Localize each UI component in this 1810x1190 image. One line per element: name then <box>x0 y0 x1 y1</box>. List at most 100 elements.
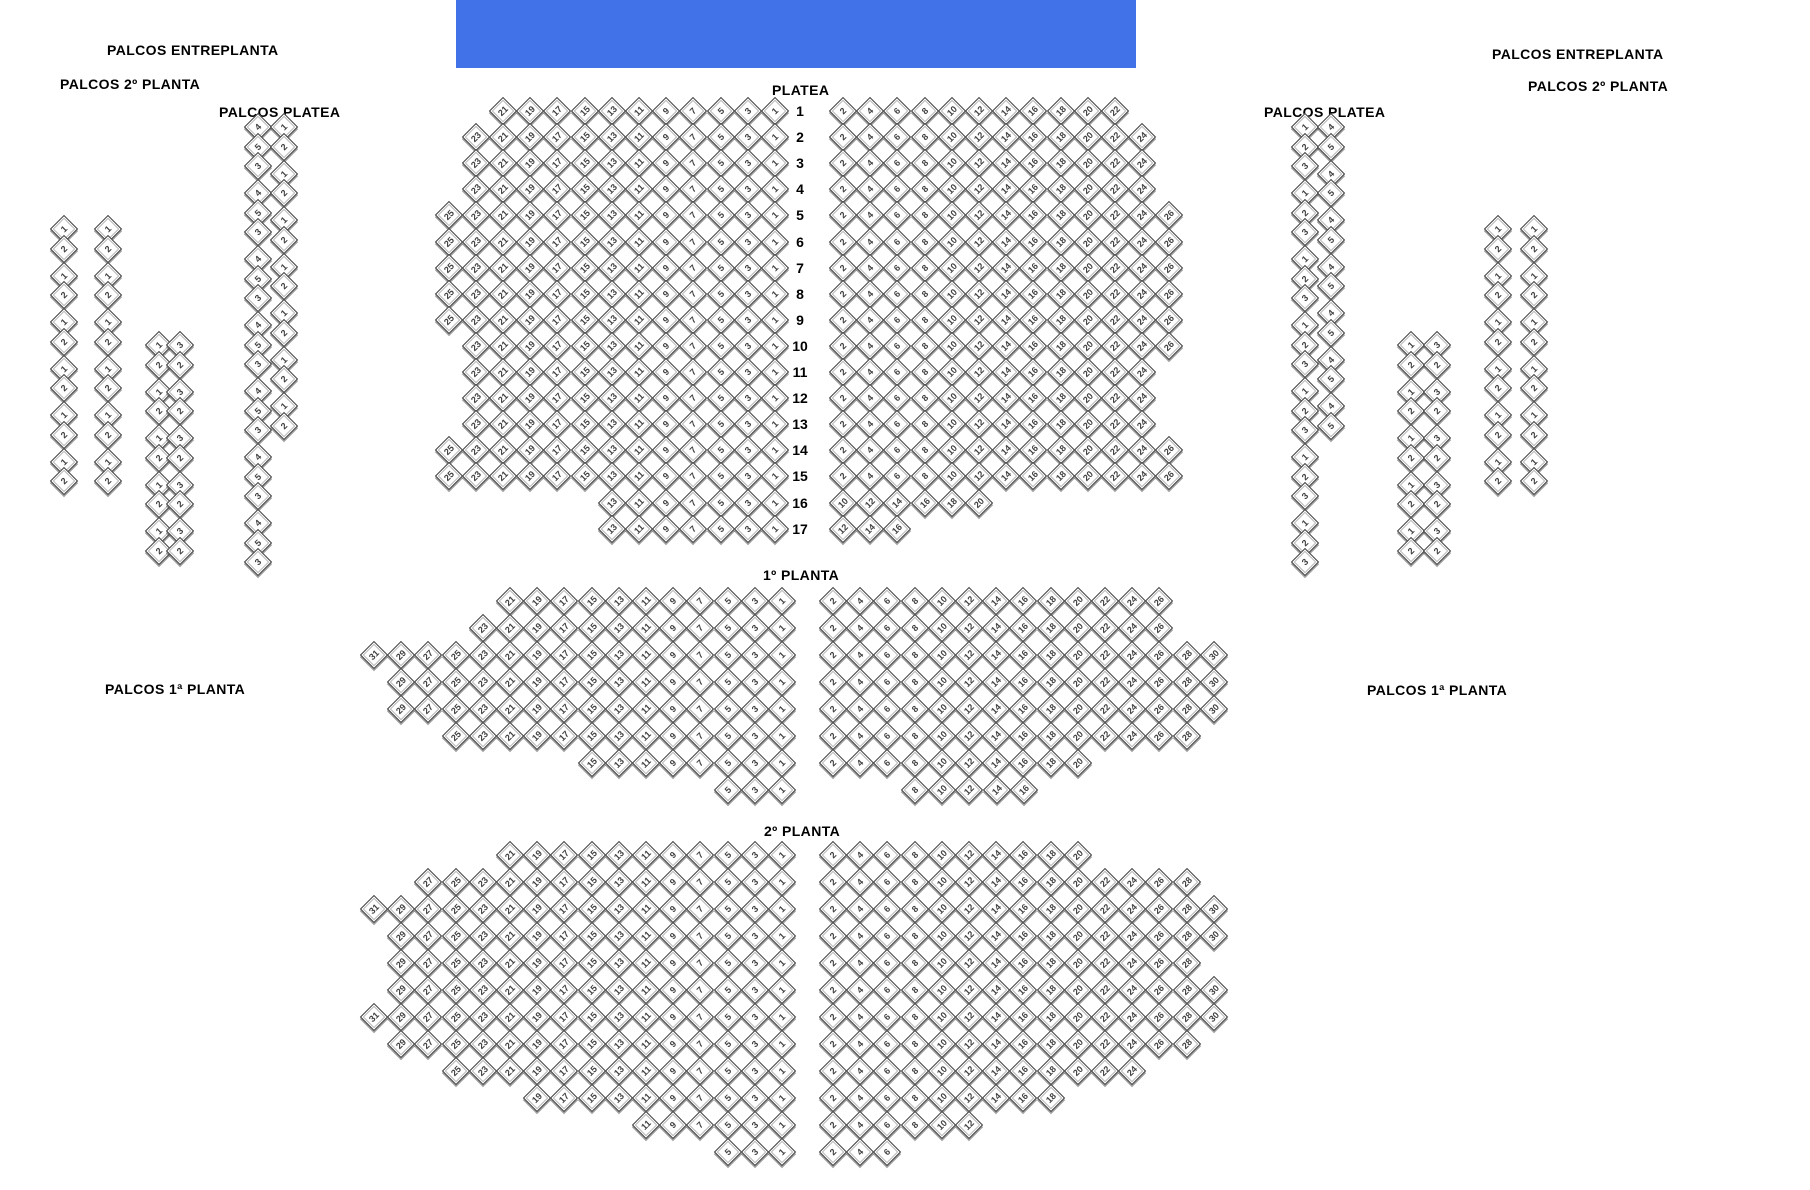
seat-platea-r7-15[interactable]: 15 <box>570 253 599 282</box>
seat-platea-r10-5[interactable]: 5 <box>706 331 735 361</box>
seat-planta1-r3-10[interactable]: 10 <box>927 640 956 670</box>
seat-planta2-r8-27[interactable]: 27 <box>414 1029 443 1059</box>
seat-planta1-r3-16[interactable]: 16 <box>1009 640 1038 670</box>
seat-palcos-2-planta-right-col2-g3-2[interactable]: 2 <box>1519 327 1549 356</box>
seat-planta1-r4-30[interactable]: 30 <box>1199 667 1228 697</box>
seat-planta2-r7-29[interactable]: 29 <box>387 1002 416 1032</box>
seat-planta2-r12-6[interactable]: 6 <box>873 1137 902 1167</box>
seat-platea-r7-14[interactable]: 14 <box>992 253 1021 282</box>
seat-planta1-r5-3[interactable]: 3 <box>740 694 769 724</box>
seat-palcos-platea-right-col2-g4-5[interactable]: 5 <box>1316 271 1346 301</box>
seat-planta2-r10-1[interactable]: 1 <box>767 1083 797 1113</box>
seat-planta2-r7-19[interactable]: 19 <box>523 1002 552 1032</box>
seat-platea-r8-19[interactable]: 19 <box>516 279 545 308</box>
seat-planta2-r2-11[interactable]: 11 <box>631 867 661 897</box>
seat-planta2-r3-14[interactable]: 14 <box>982 894 1011 924</box>
seat-platea-r16-12[interactable]: 12 <box>856 488 885 517</box>
seat-planta2-r9-6[interactable]: 6 <box>873 1056 902 1086</box>
seat-platea-r5-15[interactable]: 15 <box>570 201 599 230</box>
seat-platea-r4-9[interactable]: 9 <box>652 175 681 204</box>
seat-platea-r15-3[interactable]: 3 <box>733 462 762 491</box>
seat-planta2-r10-5[interactable]: 5 <box>713 1083 742 1113</box>
seat-planta2-r2-19[interactable]: 19 <box>523 867 552 897</box>
seat-planta1-r1-9[interactable]: 9 <box>659 586 688 616</box>
seat-planta2-r3-13[interactable]: 13 <box>604 894 633 924</box>
seat-planta2-r5-5[interactable]: 5 <box>713 948 742 978</box>
seat-platea-r7-18[interactable]: 18 <box>1046 253 1075 282</box>
seat-platea-r1-16[interactable]: 16 <box>1019 96 1048 126</box>
seat-palcos-platea-left-col1-g3-3[interactable]: 3 <box>243 283 273 313</box>
seat-planta1-r2-22[interactable]: 22 <box>1090 613 1120 643</box>
seat-planta2-r5-29[interactable]: 29 <box>387 948 416 978</box>
seat-planta2-r12-3[interactable]: 3 <box>740 1137 769 1167</box>
seat-planta2-r8-12[interactable]: 12 <box>954 1029 984 1059</box>
seat-planta1-r4-16[interactable]: 16 <box>1009 667 1038 697</box>
seat-planta1-r1-20[interactable]: 20 <box>1063 586 1092 616</box>
seat-platea-r14-15[interactable]: 15 <box>570 436 599 465</box>
seat-platea-r1-22[interactable]: 22 <box>1100 96 1130 126</box>
seat-platea-r9-11[interactable]: 11 <box>624 305 654 334</box>
seat-planta2-r5-2[interactable]: 2 <box>818 948 848 978</box>
seat-platea-r3-9[interactable]: 9 <box>652 149 681 178</box>
seat-platea-r9-26[interactable]: 26 <box>1155 305 1184 334</box>
seat-platea-r2-23[interactable]: 23 <box>461 122 490 152</box>
seat-platea-r8-18[interactable]: 18 <box>1046 279 1075 308</box>
seat-palcos-1-planta-left-col2-g3-2[interactable]: 2 <box>165 443 195 472</box>
seat-planta2-r8-4[interactable]: 4 <box>846 1029 875 1059</box>
seat-platea-r9-25[interactable]: 25 <box>434 305 463 334</box>
seat-palcos-platea-right-col2-g3-5[interactable]: 5 <box>1316 225 1346 254</box>
seat-platea-r9-3[interactable]: 3 <box>733 305 762 334</box>
seat-planta2-r1-19[interactable]: 19 <box>523 840 552 870</box>
seat-platea-r13-8[interactable]: 8 <box>910 410 939 439</box>
seat-planta2-r5-11[interactable]: 11 <box>631 948 661 978</box>
seat-platea-r12-6[interactable]: 6 <box>883 383 912 413</box>
seat-planta2-r6-17[interactable]: 17 <box>550 975 579 1005</box>
seat-planta1-r7-4[interactable]: 4 <box>846 748 875 778</box>
seat-planta1-r5-23[interactable]: 23 <box>468 694 497 724</box>
seat-planta2-r1-17[interactable]: 17 <box>550 840 579 870</box>
seat-platea-r13-21[interactable]: 21 <box>488 410 518 439</box>
seat-planta2-r3-24[interactable]: 24 <box>1118 894 1147 924</box>
seat-planta1-r4-17[interactable]: 17 <box>550 667 579 697</box>
seat-planta2-r6-26[interactable]: 26 <box>1145 975 1174 1005</box>
seat-platea-r7-5[interactable]: 5 <box>706 253 735 282</box>
seat-platea-r15-15[interactable]: 15 <box>570 462 599 491</box>
seat-planta2-r6-27[interactable]: 27 <box>414 975 443 1005</box>
seat-planta2-r1-10[interactable]: 10 <box>927 840 956 870</box>
seat-planta2-r5-1[interactable]: 1 <box>767 948 797 978</box>
seat-planta1-r6-9[interactable]: 9 <box>659 721 688 751</box>
seat-planta1-r4-1[interactable]: 1 <box>767 667 797 697</box>
seat-planta2-r4-10[interactable]: 10 <box>927 921 956 951</box>
seat-planta2-r7-27[interactable]: 27 <box>414 1002 443 1032</box>
seat-planta2-r10-4[interactable]: 4 <box>846 1083 875 1113</box>
seat-platea-r11-5[interactable]: 5 <box>706 357 735 387</box>
seat-planta2-r5-3[interactable]: 3 <box>740 948 769 978</box>
seat-planta1-r3-5[interactable]: 5 <box>713 640 742 670</box>
seat-planta2-r5-20[interactable]: 20 <box>1063 948 1092 978</box>
seat-platea-r6-9[interactable]: 9 <box>652 227 681 256</box>
seat-platea-r12-2[interactable]: 2 <box>828 383 858 413</box>
seat-planta2-r2-23[interactable]: 23 <box>468 867 497 897</box>
seat-platea-r7-6[interactable]: 6 <box>883 253 912 282</box>
seat-platea-r9-8[interactable]: 8 <box>910 305 939 334</box>
seat-planta1-r6-28[interactable]: 28 <box>1172 721 1201 751</box>
seat-planta1-r6-19[interactable]: 19 <box>523 721 552 751</box>
seat-planta1-r8-5[interactable]: 5 <box>713 775 742 805</box>
seat-planta2-r11-2[interactable]: 2 <box>818 1110 848 1140</box>
seat-platea-r11-10[interactable]: 10 <box>937 357 966 387</box>
seat-platea-r16-14[interactable]: 14 <box>883 488 912 517</box>
seat-palcos-1-planta-right-col1-g1-2[interactable]: 2 <box>1396 350 1426 379</box>
seat-platea-r10-8[interactable]: 8 <box>910 331 939 361</box>
seat-platea-r16-5[interactable]: 5 <box>706 488 735 517</box>
seat-planta1-r4-2[interactable]: 2 <box>818 667 848 697</box>
seat-planta2-r7-26[interactable]: 26 <box>1145 1002 1174 1032</box>
seat-planta2-r10-18[interactable]: 18 <box>1036 1083 1065 1113</box>
seat-platea-r12-5[interactable]: 5 <box>706 383 735 413</box>
seat-platea-r8-21[interactable]: 21 <box>488 279 518 308</box>
seat-planta2-r8-25[interactable]: 25 <box>441 1029 470 1059</box>
seat-planta2-r7-2[interactable]: 2 <box>818 1002 848 1032</box>
seat-palcos-2-planta-left-col1-g4-2[interactable]: 2 <box>49 373 79 403</box>
seat-planta1-r5-22[interactable]: 22 <box>1090 694 1120 724</box>
seat-planta1-r5-2[interactable]: 2 <box>818 694 848 724</box>
seat-planta1-r7-13[interactable]: 13 <box>604 748 633 778</box>
